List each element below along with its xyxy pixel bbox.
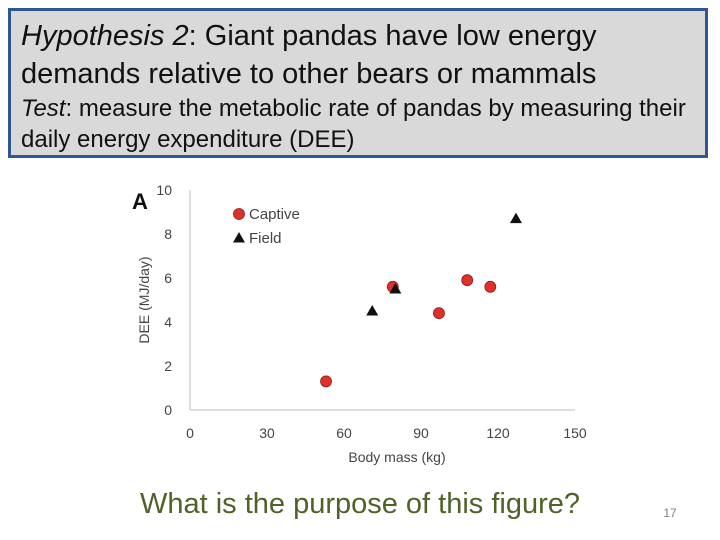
field-point <box>509 212 522 224</box>
header-box: Hypothesis 2: Giant pandas have low ener… <box>8 8 708 158</box>
field-point <box>366 305 379 316</box>
y-tick-label: 8 <box>164 226 172 242</box>
page-number: 17 <box>663 506 677 520</box>
legend-label-captive: Captive <box>249 206 300 223</box>
x-tick-label: 0 <box>186 425 194 441</box>
test-body: : measure the metabolic rate of pandas b… <box>21 95 686 153</box>
x-tick-label: 120 <box>486 425 510 441</box>
captive-point <box>433 307 445 320</box>
y-axis-label: DEE (MJ/day) <box>136 256 152 343</box>
hypothesis-text: Hypothesis 2: Giant pandas have low ener… <box>21 17 701 93</box>
axes <box>189 190 575 411</box>
tick-labels: 0 30 60 90 120 150 0 2 4 6 8 10 <box>156 182 586 441</box>
test-label: Test <box>21 95 66 122</box>
field-point <box>389 283 402 294</box>
y-tick-label: 4 <box>164 314 172 330</box>
x-axis-label: Body mass (kg) <box>348 449 445 465</box>
legend-label-field: Field <box>249 230 282 247</box>
x-tick-label: 60 <box>336 425 352 441</box>
y-tick-label: 0 <box>164 402 172 418</box>
data-points <box>320 212 522 388</box>
question-text: What is the purpose of this figure? <box>139 488 581 520</box>
hypothesis-body: : Giant pandas have low energy demands r… <box>21 20 597 90</box>
test-text: Test: measure the metabolic rate of pand… <box>21 93 701 155</box>
x-tick-label: 30 <box>259 425 275 441</box>
legend: Captive Field <box>233 206 300 247</box>
panel-label: A <box>132 189 148 214</box>
captive-point <box>484 280 497 293</box>
x-tick-label: 150 <box>563 425 587 441</box>
x-tick-label: 90 <box>413 425 429 441</box>
captive-point <box>461 274 474 287</box>
legend-marker-captive <box>233 208 245 220</box>
y-tick-label: 6 <box>164 270 172 286</box>
legend-marker-field <box>233 232 245 243</box>
y-tick-label: 2 <box>164 358 172 374</box>
y-tick-label: 10 <box>156 182 172 198</box>
scatter-chart: A DEE (MJ/day) Body mass (kg) 0 30 60 90 120… <box>132 182 587 465</box>
hypothesis-label: Hypothesis 2 <box>21 20 189 52</box>
captive-point <box>320 375 332 388</box>
